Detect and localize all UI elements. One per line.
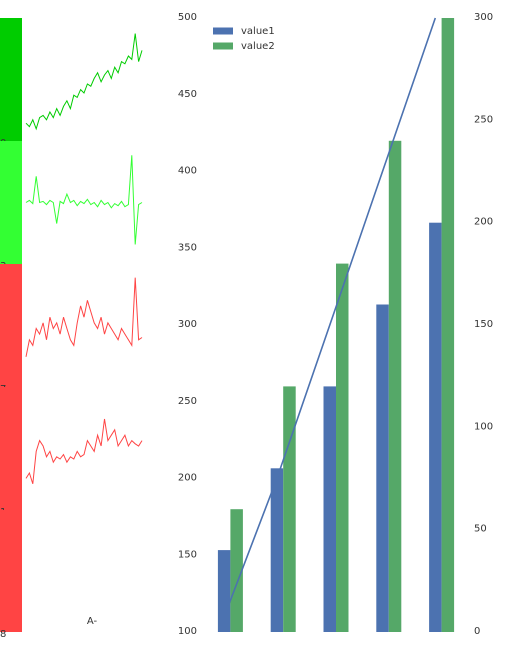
legend-swatch-value2: [213, 42, 233, 50]
y-right-tick-6: 0: [474, 626, 480, 637]
legend-label-value1: value1: [241, 26, 275, 37]
bar-value2-1: [283, 386, 296, 632]
y-left-tick-6: 200: [178, 473, 197, 484]
bar-value1-2: [323, 386, 336, 632]
y-left-tick-4: 300: [178, 319, 197, 330]
bar-value1-4: [429, 222, 442, 632]
y-left-tick-1: 450: [178, 89, 197, 100]
bar-value2-3: [388, 140, 402, 633]
bar-value2-2: [336, 263, 349, 632]
legend-label-value2: value2: [241, 41, 275, 52]
y-right-tick-3: 150: [474, 319, 493, 330]
strip-4: [0, 510, 22, 632]
bar-value1-0: [217, 550, 231, 632]
y-right-tick-1: 250: [474, 114, 493, 125]
strip-0: [0, 18, 22, 141]
trace-line-3: [25, 418, 143, 484]
strip-label-4: 8: [0, 629, 6, 640]
y-left-tick-7: 150: [178, 549, 197, 560]
y-left-tick-0: 500: [178, 12, 197, 23]
bar-value2-0: [230, 509, 243, 632]
bar-value2-4: [441, 18, 455, 632]
strip-1: [0, 141, 22, 264]
strip-2: [0, 264, 22, 387]
y-left-tick-8: 100: [178, 626, 197, 637]
trace-line-2: [25, 277, 143, 357]
y-right-tick-4: 100: [474, 421, 493, 432]
y-right-tick-5: 50: [474, 524, 487, 535]
y-left-tick-3: 350: [178, 242, 197, 253]
bar-value1-3: [376, 304, 389, 632]
trace-line-1: [25, 155, 143, 245]
left-x-axis-label: A-: [87, 616, 98, 627]
trend-line: [223, 17, 437, 617]
trace-line-0: [25, 33, 143, 131]
y-right-tick-2: 200: [474, 217, 493, 228]
bar-value1-1: [270, 468, 284, 632]
y-right-tick-0: 300: [474, 12, 493, 23]
legend-swatch-value1: [213, 27, 233, 35]
y-left-tick-5: 250: [178, 396, 197, 407]
y-left-tick-2: 400: [178, 166, 197, 177]
strip-3: [0, 387, 22, 510]
